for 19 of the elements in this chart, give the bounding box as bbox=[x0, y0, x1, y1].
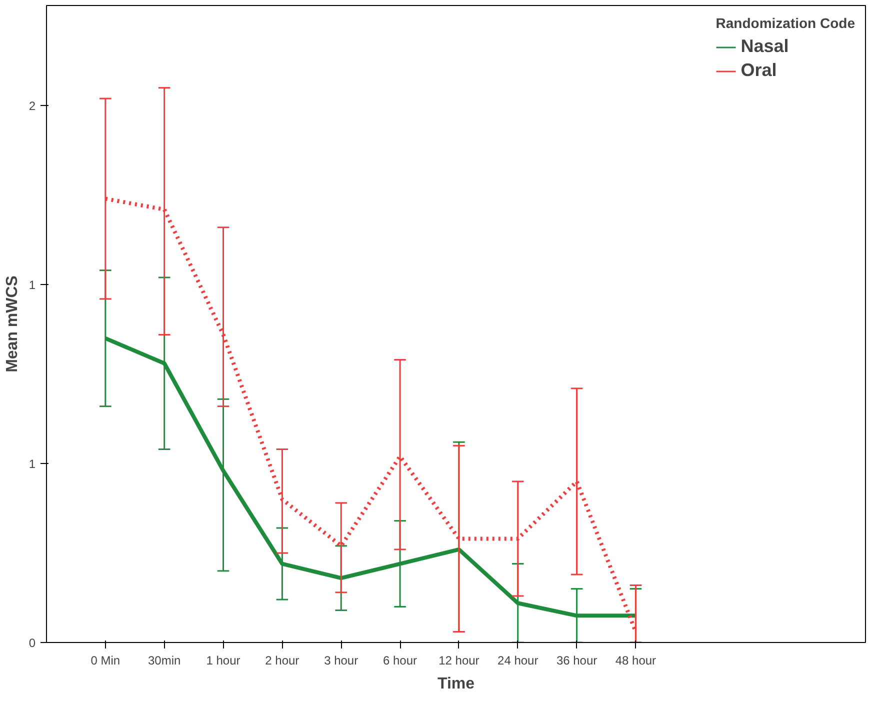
x-tick-label: 1 hour bbox=[206, 654, 240, 668]
x-axis-title: Time bbox=[437, 676, 475, 692]
y-tick-label: 1 bbox=[28, 457, 36, 472]
x-tick-label: 30min bbox=[148, 654, 181, 668]
legend-title: Randomization Code bbox=[716, 15, 855, 31]
x-tick-label: 0 Min bbox=[90, 654, 120, 668]
y-tick-label: 1 bbox=[28, 278, 36, 292]
x-tick-label: 6 hour bbox=[383, 654, 418, 668]
y-tick-label: 0 bbox=[28, 636, 36, 650]
legend-label: Nasal bbox=[740, 36, 789, 57]
x-tick-label: 24 hour bbox=[498, 654, 538, 668]
y-axis-title: Mean mWCS bbox=[4, 275, 21, 372]
x-tick-label: 3 hour bbox=[324, 654, 358, 668]
x-tick-label: 12 hour bbox=[438, 654, 480, 668]
legend-label: Oral bbox=[740, 60, 777, 81]
x-tick-label: 2 hour bbox=[265, 654, 300, 668]
x-tick-label: 36 hour bbox=[556, 654, 598, 668]
y-tick-label: 2 bbox=[28, 99, 36, 114]
x-tick-label: 48 hour bbox=[615, 654, 656, 668]
